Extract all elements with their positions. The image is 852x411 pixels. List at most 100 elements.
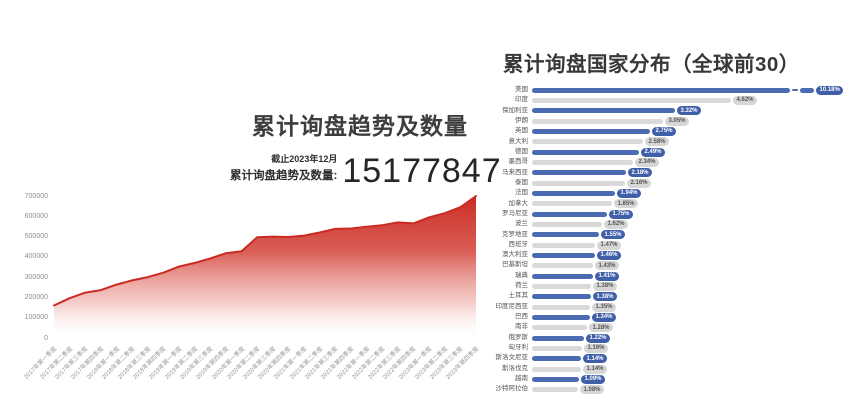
value-badge: 1.46% <box>597 250 622 260</box>
value-badge: 1.14% <box>583 364 608 374</box>
country-bar <box>532 294 591 300</box>
country-bar <box>532 242 595 248</box>
country-bar <box>532 159 633 165</box>
country-bar <box>532 97 731 103</box>
country-bar <box>532 190 615 196</box>
country-row: 西班牙 1.47% <box>490 240 852 250</box>
value-badge: 1.22% <box>586 333 611 343</box>
value-badge: 1.41% <box>595 271 620 281</box>
country-label: 土耳其 <box>508 292 529 300</box>
country-row: 英国 2.75% <box>490 126 852 136</box>
value-badge: 3.32% <box>677 106 702 116</box>
value-badge: 1.85% <box>614 199 639 209</box>
y-tick-label: 100000 <box>24 314 48 322</box>
country-label: 越南 <box>515 375 528 383</box>
country-label: 克罗地亚 <box>502 230 528 238</box>
country-row: 斯洛文尼亚 1.14% <box>490 354 852 364</box>
country-chart-title: 累计询盘国家分布（全球前30） <box>503 53 800 76</box>
country-row: 保加利亚 3.32% <box>490 106 852 116</box>
trend-area-fill <box>54 196 476 338</box>
value-badge: 1.14% <box>583 354 608 364</box>
value-badge: 1.38% <box>593 281 618 291</box>
country-bar <box>532 273 593 279</box>
country-row: 巴基斯坦 1.43% <box>490 261 852 271</box>
stat-total-value: 15177847 <box>342 151 502 190</box>
axis-break-cap <box>800 87 814 93</box>
country-bar <box>532 335 584 341</box>
country-label: 美国 <box>515 85 528 93</box>
country-bar <box>532 252 595 258</box>
country-label: 英国 <box>515 127 528 135</box>
country-label: 斯洛文尼亚 <box>495 354 529 362</box>
country-row: 土耳其 1.38% <box>490 292 852 302</box>
country-row: 斯洛伐克 1.14% <box>490 364 852 374</box>
country-label: 西班牙 <box>508 240 529 248</box>
country-row: 泰国 2.16% <box>490 178 852 188</box>
country-bar <box>532 232 599 238</box>
country-bar <box>532 366 581 372</box>
country-row: 伊朗 3.05% <box>490 116 852 126</box>
value-badge: 1.16% <box>584 343 609 353</box>
country-row: 墨西哥 2.34% <box>490 157 852 167</box>
country-label: 斯洛伐克 <box>502 364 528 372</box>
value-badge: 2.18% <box>628 168 653 178</box>
value-badge: 1.62% <box>604 219 629 229</box>
value-badge: 1.94% <box>617 188 642 198</box>
country-bar <box>532 180 625 186</box>
trend-stat-captions: 截止2023年12月 累计询盘趋势及数量: <box>230 152 337 187</box>
value-badge: 1.75% <box>609 209 634 219</box>
country-label: 俄罗斯 <box>508 333 529 341</box>
country-row: 越南 1.09% <box>490 374 852 384</box>
country-label: 波兰 <box>515 220 528 228</box>
value-badge: 4.62% <box>733 95 758 105</box>
country-label: 匈牙利 <box>508 344 529 352</box>
country-label: 加拿大 <box>508 199 529 207</box>
country-row: 印度 4.62% <box>490 95 852 105</box>
country-bar <box>532 201 612 207</box>
trend-x-axis: 2017年第一季度 2017年第二季度 2017年第三季度 2017年第四季度 2018… <box>23 341 482 409</box>
country-bar <box>532 170 626 176</box>
value-badge: 1.55% <box>601 230 626 240</box>
country-label: 印度尼西亚 <box>495 302 529 310</box>
stat-caption-label: 累计询盘趋势及数量: <box>230 170 338 182</box>
country-label: 澳大利亚 <box>502 251 528 259</box>
country-row: 波兰 1.62% <box>490 219 852 229</box>
country-bar <box>532 345 582 351</box>
country-label: 沙特阿拉伯 <box>495 385 529 393</box>
trend-chart-title: 累计询盘趋势及数量 <box>252 113 468 140</box>
country-label: 巴基斯坦 <box>502 261 528 269</box>
country-bar <box>532 314 590 320</box>
country-row: 南非 1.28% <box>490 323 852 333</box>
country-bar-chart: 美国 10.18% 印度 4.62% 保加利亚 3.32% 伊朗 3.05% 英国 2.75% 意大… <box>490 85 852 395</box>
value-badge: 1.08% <box>580 385 605 395</box>
value-badge: 2.16% <box>627 178 652 188</box>
country-bar <box>532 387 578 393</box>
y-tick-label: 400000 <box>24 253 48 261</box>
country-bar <box>532 283 591 289</box>
country-label: 罗马尼亚 <box>502 209 528 217</box>
country-row: 德国 2.49% <box>490 147 852 157</box>
country-label: 墨西哥 <box>508 158 529 166</box>
country-row: 罗马尼亚 1.75% <box>490 209 852 219</box>
country-row: 俄罗斯 1.22% <box>490 333 852 343</box>
country-label: 意大利 <box>508 137 529 145</box>
country-bar <box>532 325 587 331</box>
value-badge: 1.09% <box>581 374 606 384</box>
value-badge: 1.43% <box>595 261 620 271</box>
country-row: 加拿大 1.85% <box>490 199 852 209</box>
country-bar <box>532 356 581 362</box>
value-badge: 2.75% <box>652 126 677 136</box>
country-label: 法国 <box>515 189 528 197</box>
trend-y-axis: 700000 600000 500000 400000 300000 200000 1000… <box>14 192 48 347</box>
country-row: 澳大利亚 1.46% <box>490 250 852 260</box>
country-row: 匈牙利 1.16% <box>490 343 852 353</box>
country-bar <box>532 128 650 134</box>
value-badge: 3.05% <box>665 116 690 126</box>
country-row: 美国 10.18% <box>490 85 852 95</box>
trend-area-chart <box>53 195 477 338</box>
country-bar <box>532 139 643 145</box>
y-tick-label: 700000 <box>24 192 48 200</box>
country-label: 巴西 <box>515 313 528 321</box>
stat-caption-date: 截止2023年12月 <box>271 154 338 164</box>
country-label: 保加利亚 <box>502 106 528 114</box>
